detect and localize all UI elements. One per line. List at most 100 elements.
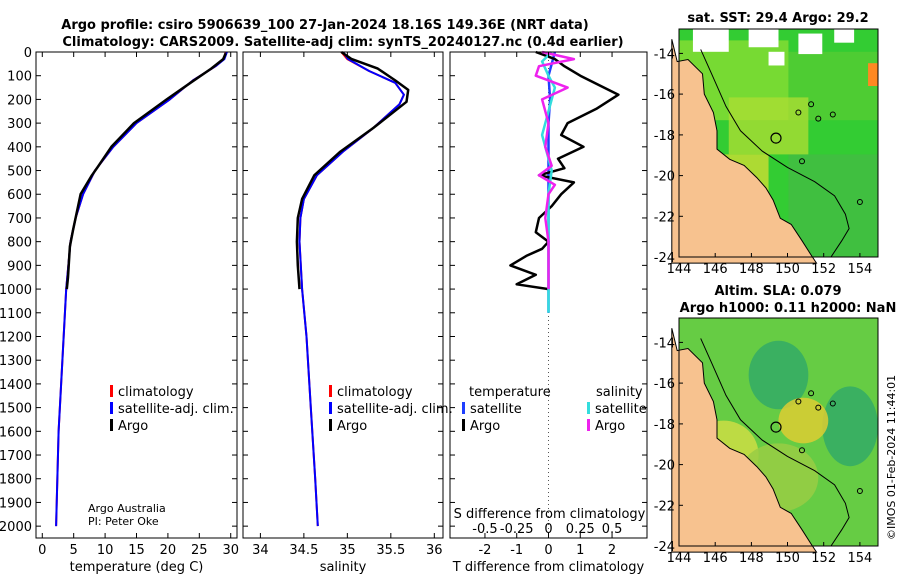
lat-tick-label: -22 xyxy=(654,210,675,225)
y-tick-label: 1700 xyxy=(0,449,32,464)
lon-tick-label: 152 xyxy=(811,551,836,566)
x-tick-label: -1 xyxy=(510,543,523,558)
legend-swatch-climatology xyxy=(329,385,332,397)
shelf-contour xyxy=(700,338,850,547)
reef-outline xyxy=(795,398,802,405)
reef-outline xyxy=(795,109,802,116)
series-argo xyxy=(65,52,227,290)
reef-outline xyxy=(815,115,822,122)
lon-tick-label: 154 xyxy=(847,262,872,277)
map-frame xyxy=(678,317,879,547)
x-tick-label: 15 xyxy=(128,543,145,558)
lat-tick-label: -20 xyxy=(654,170,675,185)
salinity-panel: 34 34.5 35 35.5 36 salinity xyxy=(242,50,444,575)
copyright-stamp: ©IMOS 01-Feb-2024 11:44:01 xyxy=(885,375,898,540)
x-axis-label: T difference from climatology xyxy=(452,560,645,575)
y-tick-label: 1900 xyxy=(0,496,32,511)
legend-label-argo: Argo xyxy=(118,419,148,434)
lat-tick-label: -24 xyxy=(654,251,675,266)
legend-label-satellite: satellite-adj. clim. xyxy=(337,402,453,417)
x-tick-label: 0 xyxy=(544,543,552,558)
x-tick-label: 20 xyxy=(160,543,177,558)
s-axis-label: S difference from climatology xyxy=(454,507,646,522)
legend-swatch-argo xyxy=(329,419,332,431)
legend-label-sal-satellite: satellite xyxy=(595,402,647,417)
sla-map-title-line2: Argo h1000: 0.11 h2000: NaN xyxy=(680,301,897,316)
legend-swatch-temp-argo xyxy=(462,419,465,431)
y-tick-label: 500 xyxy=(7,165,32,180)
sst-map: 144 146 148 150 152 154 -14 -16 -18 -20 -22 -24 xyxy=(654,28,879,277)
y-tick-label: 800 xyxy=(7,236,32,251)
legend-swatch-sal-argo xyxy=(587,419,590,431)
y-tick-label: 1800 xyxy=(0,473,32,488)
x-tick-label: 34.5 xyxy=(289,543,318,558)
legend-swatch-argo xyxy=(110,419,113,431)
lat-tick-label: -16 xyxy=(654,377,675,392)
s-tick-label: 0.25 xyxy=(566,522,595,537)
land-mass xyxy=(671,328,818,553)
lon-tick-label: 150 xyxy=(775,262,800,277)
x-tick-label: 0 xyxy=(38,543,46,558)
lon-tick-label: 148 xyxy=(739,262,764,277)
s-tick-label: -0.25 xyxy=(500,522,534,537)
y-tick-label: 1300 xyxy=(0,354,32,369)
argo-float-marker xyxy=(770,132,782,144)
legend-label-sal-argo: Argo xyxy=(595,419,625,434)
x-axis-label: salinity xyxy=(320,560,367,575)
temperature-legend: climatology satellite-adj. clim. Argo xyxy=(110,385,234,434)
shelf-contour xyxy=(700,49,850,258)
lat-tick-label: -22 xyxy=(654,499,675,514)
legend-swatch-satellite xyxy=(110,402,113,414)
legend-swatch-temp-satellite xyxy=(462,402,465,414)
series-climatology xyxy=(298,51,405,527)
y-tick-label: 1100 xyxy=(0,307,32,322)
temperature-panel: 0 5 10 15 20 25 30 temperature (deg C) 0 100 200 30… xyxy=(0,46,239,575)
lat-tick-label: -18 xyxy=(654,129,675,144)
x-tick-label: 10 xyxy=(97,543,114,558)
series-satellite-adj-clim- xyxy=(298,51,405,527)
series-salinity-argo xyxy=(534,50,576,290)
sla-anomaly xyxy=(822,386,878,467)
legend-swatch-satellite xyxy=(329,402,332,414)
y-tick-label: 400 xyxy=(7,141,32,156)
lat-tick-label: -14 xyxy=(654,47,675,62)
legend-label-satellite: satellite-adj. clim. xyxy=(118,402,234,417)
reef-outline xyxy=(829,111,836,118)
cloud-gap xyxy=(768,51,785,66)
y-tick-label: 1200 xyxy=(0,330,32,345)
series-argo xyxy=(295,50,410,290)
lon-tick-label: 144 xyxy=(667,262,692,277)
legend-label-climatology: climatology xyxy=(337,385,413,400)
y-tick-label: 200 xyxy=(7,93,32,108)
y-tick-label: 2000 xyxy=(0,520,32,535)
y-tick-label: 300 xyxy=(7,117,32,132)
lat-tick-label: -16 xyxy=(654,88,675,103)
reef-outline xyxy=(799,158,805,165)
map-frame xyxy=(678,28,879,258)
reef-outline xyxy=(808,390,815,397)
y-tick-label: 900 xyxy=(7,259,32,274)
x-axis-label: temperature (deg C) xyxy=(70,560,204,575)
lat-tick-label: -20 xyxy=(654,459,675,474)
cloud-gap xyxy=(798,33,823,55)
x-tick-label: 36 xyxy=(426,543,443,558)
y-tick-label: 0 xyxy=(24,46,32,61)
y-tick-label: 1600 xyxy=(0,425,32,440)
reef-outline xyxy=(856,199,863,205)
lon-tick-label: 146 xyxy=(703,262,728,277)
cloud-gap xyxy=(748,29,779,48)
x-tick-label: 35.5 xyxy=(376,543,405,558)
legend-label-argo: Argo xyxy=(337,419,367,434)
argo-float-marker xyxy=(770,421,782,433)
credit-line1: Argo Australia xyxy=(88,502,166,515)
lon-tick-label: 150 xyxy=(775,551,800,566)
cloud-gap xyxy=(692,29,729,52)
axes-frame xyxy=(242,51,444,539)
figure-title-line1: Argo profile: csiro 5906639_100 27-Jan-2… xyxy=(61,18,588,33)
y-tick-label: 100 xyxy=(7,70,32,85)
sst-patch xyxy=(788,154,878,257)
x-tick-label: 25 xyxy=(191,543,208,558)
figure-title-line2: Climatology: CARS2009. Satellite-adj cli… xyxy=(62,35,623,50)
legend-label-climatology: climatology xyxy=(118,385,194,400)
